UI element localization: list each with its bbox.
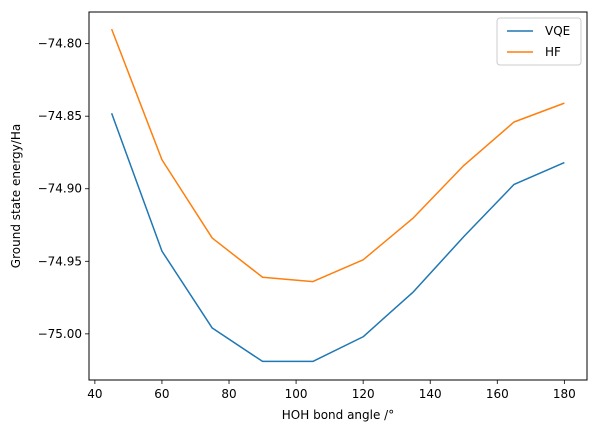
- legend-label-vqe: VQE: [545, 24, 570, 38]
- y-tick-label: −74.95: [38, 254, 82, 268]
- y-axis-ticks: −75.00 −74.95 −74.90 −74.85 −74.80: [38, 37, 89, 341]
- x-tick-label: 80: [221, 387, 236, 401]
- x-tick-label: 120: [352, 387, 375, 401]
- x-tick-label: 180: [553, 387, 576, 401]
- y-axis-label: Ground state energy/Ha: [9, 124, 23, 268]
- legend: VQE HF: [496, 17, 582, 66]
- legend-label-hf: HF: [545, 45, 561, 59]
- x-tick-label: 60: [154, 387, 169, 401]
- series-layer: [110, 28, 565, 363]
- y-tick-label: −74.85: [38, 109, 82, 123]
- y-tick-label: −75.00: [38, 327, 82, 341]
- x-axis-ticks: 40 60 80 100 120 140 160 180: [87, 380, 576, 401]
- series-line-hf: [110, 28, 565, 283]
- x-axis-label: HOH bond angle /°: [282, 408, 394, 422]
- x-tick-label: 100: [285, 387, 308, 401]
- y-tick-label: −74.90: [38, 182, 82, 196]
- y-tick-label: −74.80: [38, 37, 82, 51]
- series-line-vqe: [110, 113, 565, 363]
- x-tick-label: 140: [419, 387, 442, 401]
- x-tick-label: 160: [486, 387, 509, 401]
- x-tick-label: 40: [87, 387, 102, 401]
- plot-frame: [88, 11, 588, 381]
- legend-box: [496, 17, 582, 66]
